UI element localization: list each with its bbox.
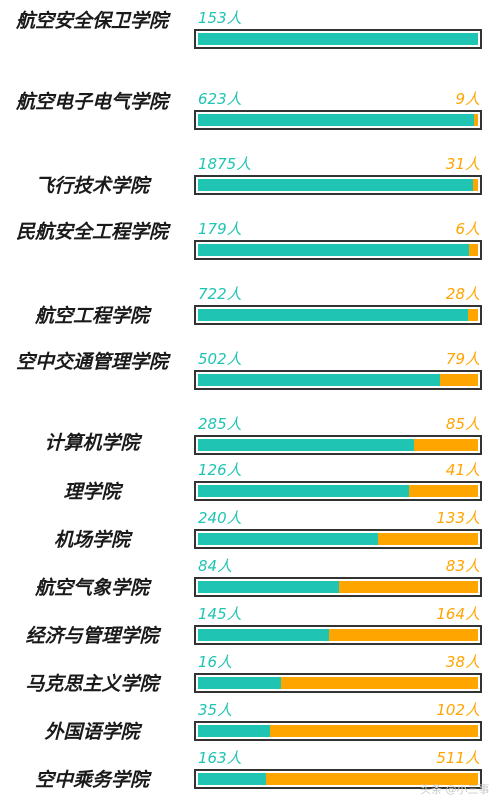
- bar-segment-male: [198, 374, 440, 386]
- category-label: 机场学院: [53, 529, 130, 551]
- category-label: 计算机学院: [44, 432, 140, 454]
- male-count-label: 502人: [198, 350, 242, 368]
- category-label: 空中交通管理学院: [15, 351, 168, 373]
- bar-frame: [194, 481, 482, 501]
- male-count-label: 35人: [198, 701, 233, 719]
- category-label: 飞行技术学院: [34, 175, 149, 197]
- category-label: 航空气象学院: [34, 577, 149, 599]
- bar-segment-female: [409, 485, 478, 497]
- bar-segment-female: [473, 179, 478, 191]
- bar-segment-female: [280, 677, 478, 689]
- bar-frame: [194, 721, 482, 741]
- bar-segment-male: [198, 773, 266, 785]
- bar-segment-male: [198, 725, 270, 737]
- bar-segment-male: [198, 309, 468, 321]
- male-count-label: 623人: [198, 90, 242, 108]
- bar-segment-female: [265, 773, 478, 785]
- bar-frame: [194, 769, 482, 789]
- bar-segment-female: [413, 439, 478, 451]
- male-count-label: 84人: [198, 557, 233, 575]
- bar-segment-male: [198, 439, 414, 451]
- bar-segment-male: [198, 629, 330, 641]
- bar-segment-male: [198, 581, 339, 593]
- male-count-label: 722人: [198, 285, 242, 303]
- bar-frame: [194, 240, 482, 260]
- bar-segment-female: [467, 309, 478, 321]
- female-count-label: 102人: [436, 701, 480, 719]
- category-label: 马克思主义学院: [25, 673, 159, 695]
- bar-segment-female: [338, 581, 478, 593]
- bar-segment-female: [468, 244, 478, 256]
- bar-segment-male: [198, 244, 469, 256]
- bar-frame: [194, 529, 482, 549]
- category-label: 外国语学院: [44, 721, 140, 743]
- bar-segment-male: [198, 533, 379, 545]
- category-label: 理学院: [63, 481, 121, 503]
- male-count-label: 153人: [198, 9, 242, 27]
- watermark: 头条 @小三事: [420, 783, 490, 796]
- male-count-label: 1875人: [198, 155, 252, 173]
- female-count-label: 38人: [445, 653, 480, 671]
- bar-segment-female: [474, 114, 478, 126]
- bar-segment-male: [198, 33, 478, 45]
- bar-frame: [194, 625, 482, 645]
- male-count-label: 16人: [198, 653, 233, 671]
- male-count-label: 179人: [198, 220, 242, 238]
- female-count-label: 83人: [445, 557, 480, 575]
- male-count-label: 285人: [198, 415, 242, 433]
- bar-segment-male: [198, 114, 474, 126]
- male-count-label: 240人: [198, 509, 242, 527]
- category-label: 航空电子电气学院: [15, 91, 168, 113]
- female-count-label: 6人: [455, 220, 480, 238]
- bar-segment-male: [198, 485, 410, 497]
- female-count-label: 133人: [436, 509, 480, 527]
- bar-segment-female: [378, 533, 478, 545]
- category-label: 经济与管理学院: [25, 625, 159, 647]
- bar-frame: [194, 29, 482, 49]
- bar-frame: [194, 370, 482, 390]
- bar-frame: [194, 673, 482, 693]
- male-count-label: 145人: [198, 605, 242, 623]
- bar-frame: [194, 110, 482, 130]
- bar-segment-male: [198, 677, 281, 689]
- female-count-label: 79人: [445, 350, 480, 368]
- female-count-label: 164人: [436, 605, 480, 623]
- category-label: 航空工程学院: [34, 305, 149, 327]
- bar-segment-female: [329, 629, 478, 641]
- female-count-label: 85人: [445, 415, 480, 433]
- male-count-label: 126人: [198, 461, 242, 479]
- category-label: 空中乘务学院: [34, 769, 149, 791]
- bar-segment-female: [439, 374, 478, 386]
- bar-frame: [194, 305, 482, 325]
- female-count-label: 28人: [445, 285, 480, 303]
- female-count-label: 41人: [445, 461, 480, 479]
- category-label: 民航安全工程学院: [15, 221, 168, 243]
- bar-frame: [194, 175, 482, 195]
- bar-segment-male: [198, 179, 474, 191]
- bar-frame: [194, 435, 482, 455]
- female-count-label: 511人: [436, 749, 480, 767]
- bar-segment-female: [269, 725, 478, 737]
- bar-frame: [194, 577, 482, 597]
- female-count-label: 9人: [455, 90, 480, 108]
- category-label: 航空安全保卫学院: [15, 10, 168, 32]
- male-count-label: 163人: [198, 749, 242, 767]
- female-count-label: 31人: [445, 155, 480, 173]
